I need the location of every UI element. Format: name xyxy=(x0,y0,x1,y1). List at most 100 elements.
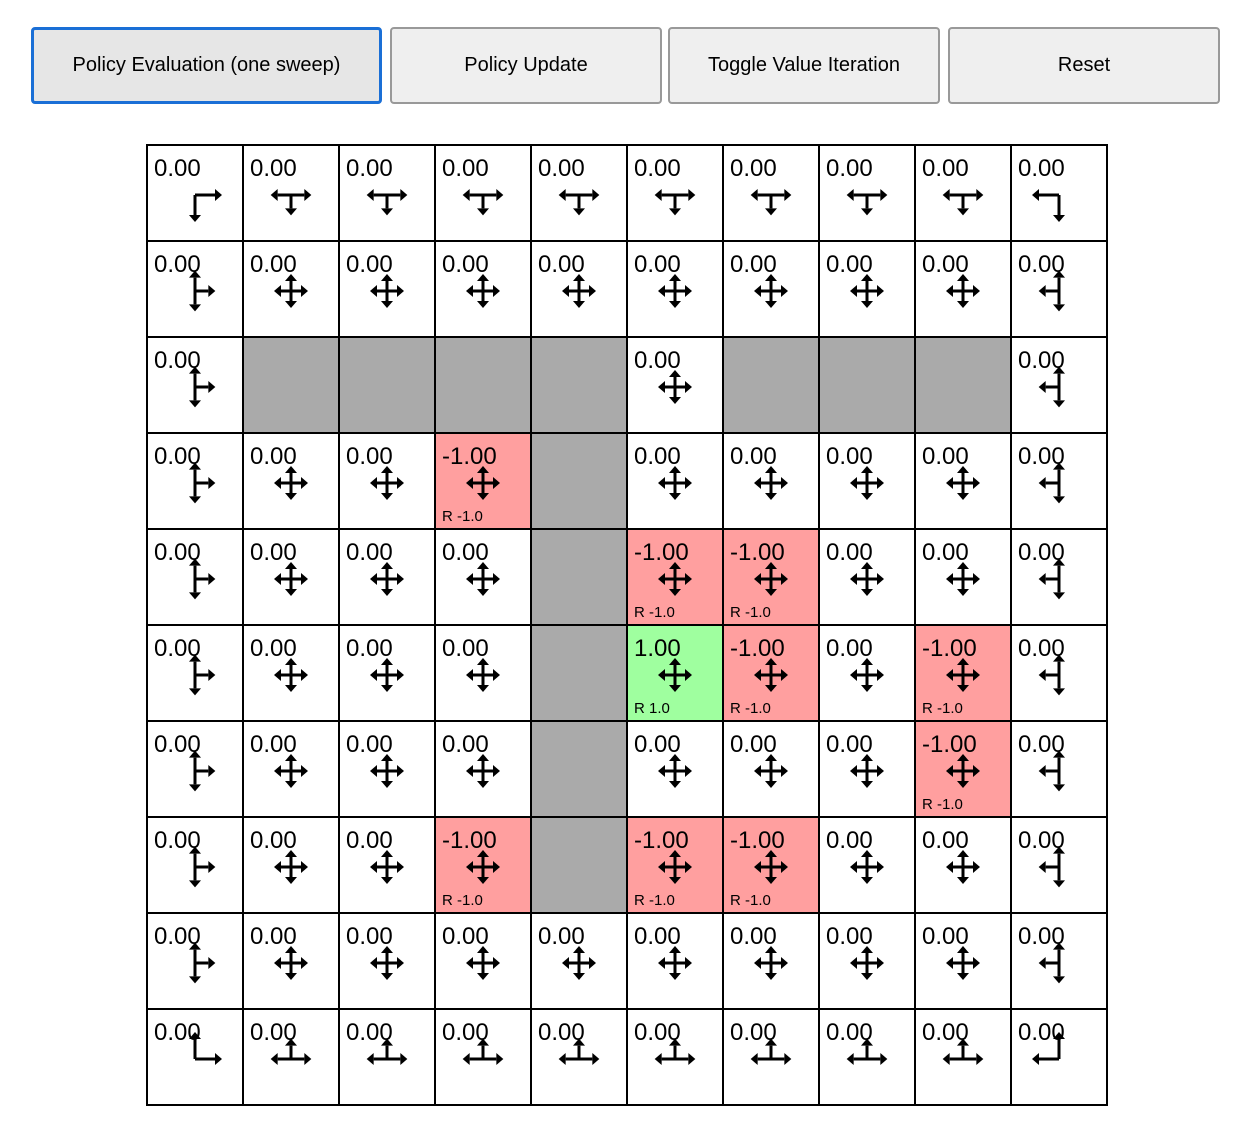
grid-cell[interactable]: 0.00 xyxy=(146,432,244,530)
grid-cell[interactable]: 0.00 xyxy=(434,624,532,722)
grid-cell[interactable]: 0.00 xyxy=(434,720,532,818)
grid-cell[interactable]: 0.00 xyxy=(1010,624,1108,722)
grid-cell[interactable]: 0.00 xyxy=(242,816,340,914)
grid-cell[interactable]: -1.00 R -1.0 xyxy=(914,624,1012,722)
grid-cell[interactable]: 0.00 xyxy=(242,144,340,242)
grid-cell[interactable]: -1.00 R -1.0 xyxy=(626,528,724,626)
grid-cell[interactable]: -1.00 R -1.0 xyxy=(722,816,820,914)
grid-cell[interactable]: -1.00 R -1.0 xyxy=(626,816,724,914)
grid-cell[interactable]: 0.00 xyxy=(818,1008,916,1106)
grid-cell[interactable]: -1.00 R -1.0 xyxy=(434,432,532,530)
grid-cell[interactable]: 0.00 xyxy=(242,528,340,626)
grid-cell[interactable]: 0.00 xyxy=(722,144,820,242)
grid-cell[interactable]: 0.00 xyxy=(1010,144,1108,242)
grid-cell[interactable]: 0.00 xyxy=(242,720,340,818)
grid-cell[interactable]: 0.00 xyxy=(722,240,820,338)
grid-cell[interactable]: -1.00 R -1.0 xyxy=(434,816,532,914)
grid-cell[interactable]: 0.00 xyxy=(146,240,244,338)
grid-cell[interactable]: -1.00 R -1.0 xyxy=(914,720,1012,818)
grid-cell[interactable]: 0.00 xyxy=(818,624,916,722)
grid-cell[interactable]: 0.00 xyxy=(434,240,532,338)
grid-cell[interactable]: 0.00 xyxy=(914,816,1012,914)
grid-cell[interactable]: 0.00 xyxy=(722,432,820,530)
policy-evaluation-button[interactable]: Policy Evaluation (one sweep) xyxy=(31,27,382,104)
grid-cell[interactable]: 0.00 xyxy=(818,432,916,530)
grid-cell[interactable]: 0.00 xyxy=(1010,720,1108,818)
grid-cell[interactable] xyxy=(530,336,628,434)
grid-cell[interactable]: 0.00 xyxy=(626,912,724,1010)
grid-cell[interactable]: 0.00 xyxy=(914,912,1012,1010)
grid-cell[interactable]: 0.00 xyxy=(146,720,244,818)
grid-cell[interactable]: 0.00 xyxy=(722,912,820,1010)
grid-cell[interactable]: 0.00 xyxy=(1010,240,1108,338)
reset-button[interactable]: Reset xyxy=(948,27,1220,104)
grid-cell[interactable]: 0.00 xyxy=(722,720,820,818)
grid-cell[interactable] xyxy=(530,624,628,722)
grid-cell[interactable]: 0.00 xyxy=(242,624,340,722)
grid-cell[interactable]: 0.00 xyxy=(434,144,532,242)
grid-cell[interactable]: 0.00 xyxy=(146,624,244,722)
grid-cell[interactable] xyxy=(818,336,916,434)
grid-cell[interactable]: 0.00 xyxy=(146,912,244,1010)
grid-cell[interactable]: 0.00 xyxy=(914,144,1012,242)
grid-cell[interactable]: 0.00 xyxy=(146,816,244,914)
grid-cell[interactable]: 0.00 xyxy=(818,912,916,1010)
grid-cell[interactable]: 0.00 xyxy=(146,336,244,434)
grid-cell[interactable]: 0.00 xyxy=(146,528,244,626)
grid-cell[interactable]: 0.00 xyxy=(530,240,628,338)
grid-cell[interactable] xyxy=(722,336,820,434)
grid-cell[interactable]: 0.00 xyxy=(434,528,532,626)
grid-cell[interactable]: 0.00 xyxy=(818,720,916,818)
grid-cell[interactable]: 0.00 xyxy=(434,912,532,1010)
grid-cell[interactable]: 0.00 xyxy=(338,816,436,914)
grid-cell[interactable] xyxy=(530,432,628,530)
grid-cell[interactable]: 0.00 xyxy=(242,912,340,1010)
grid-cell[interactable]: 0.00 xyxy=(338,624,436,722)
toggle-value-iteration-button[interactable]: Toggle Value Iteration xyxy=(668,27,940,104)
grid-cell[interactable]: -1.00 R -1.0 xyxy=(722,624,820,722)
grid-cell[interactable]: 0.00 xyxy=(1010,528,1108,626)
grid-cell[interactable]: 0.00 xyxy=(434,1008,532,1106)
grid-cell[interactable] xyxy=(242,336,340,434)
grid-cell[interactable]: 0.00 xyxy=(530,912,628,1010)
grid-cell[interactable]: 0.00 xyxy=(914,432,1012,530)
grid-cell[interactable]: 0.00 xyxy=(626,240,724,338)
grid-cell[interactable]: 0.00 xyxy=(1010,1008,1108,1106)
grid-cell[interactable]: 0.00 xyxy=(338,1008,436,1106)
grid-cell[interactable]: 0.00 xyxy=(818,144,916,242)
grid-cell[interactable]: 0.00 xyxy=(146,1008,244,1106)
grid-cell[interactable] xyxy=(530,720,628,818)
grid-cell[interactable]: 0.00 xyxy=(242,432,340,530)
grid-cell[interactable]: 0.00 xyxy=(818,528,916,626)
grid-cell[interactable]: 0.00 xyxy=(818,816,916,914)
grid-cell[interactable]: 0.00 xyxy=(1010,336,1108,434)
grid-cell[interactable] xyxy=(914,336,1012,434)
grid-cell[interactable]: 0.00 xyxy=(914,240,1012,338)
grid-cell[interactable] xyxy=(338,336,436,434)
grid-cell[interactable]: 0.00 xyxy=(914,1008,1012,1106)
grid-cell[interactable]: 0.00 xyxy=(338,240,436,338)
grid-cell[interactable]: 0.00 xyxy=(626,336,724,434)
grid-cell[interactable]: 0.00 xyxy=(1010,432,1108,530)
grid-cell[interactable]: -1.00 R -1.0 xyxy=(722,528,820,626)
grid-cell[interactable]: 0.00 xyxy=(242,1008,340,1106)
grid-cell[interactable]: 0.00 xyxy=(338,720,436,818)
gridworld[interactable]: 0.00 0.00 0.00 0.00 0.00 0.00 0.00 0.00 0.00 0.00… xyxy=(146,144,1108,1106)
grid-cell[interactable]: 0.00 xyxy=(338,144,436,242)
grid-cell[interactable]: 0.00 xyxy=(1010,816,1108,914)
grid-cell[interactable]: 0.00 xyxy=(626,720,724,818)
grid-cell[interactable]: 0.00 xyxy=(146,144,244,242)
grid-cell[interactable] xyxy=(530,528,628,626)
grid-cell[interactable]: 0.00 xyxy=(1010,912,1108,1010)
grid-cell[interactable]: 0.00 xyxy=(338,432,436,530)
grid-cell[interactable]: 0.00 xyxy=(338,528,436,626)
grid-cell[interactable]: 0.00 xyxy=(626,432,724,530)
grid-cell[interactable]: 0.00 xyxy=(338,912,436,1010)
grid-cell[interactable]: 0.00 xyxy=(626,1008,724,1106)
grid-cell[interactable]: 0.00 xyxy=(914,528,1012,626)
grid-cell[interactable]: 1.00 R 1.0 xyxy=(626,624,724,722)
grid-cell[interactable]: 0.00 xyxy=(626,144,724,242)
grid-cell[interactable]: 0.00 xyxy=(722,1008,820,1106)
grid-cell[interactable] xyxy=(530,816,628,914)
grid-cell[interactable]: 0.00 xyxy=(818,240,916,338)
